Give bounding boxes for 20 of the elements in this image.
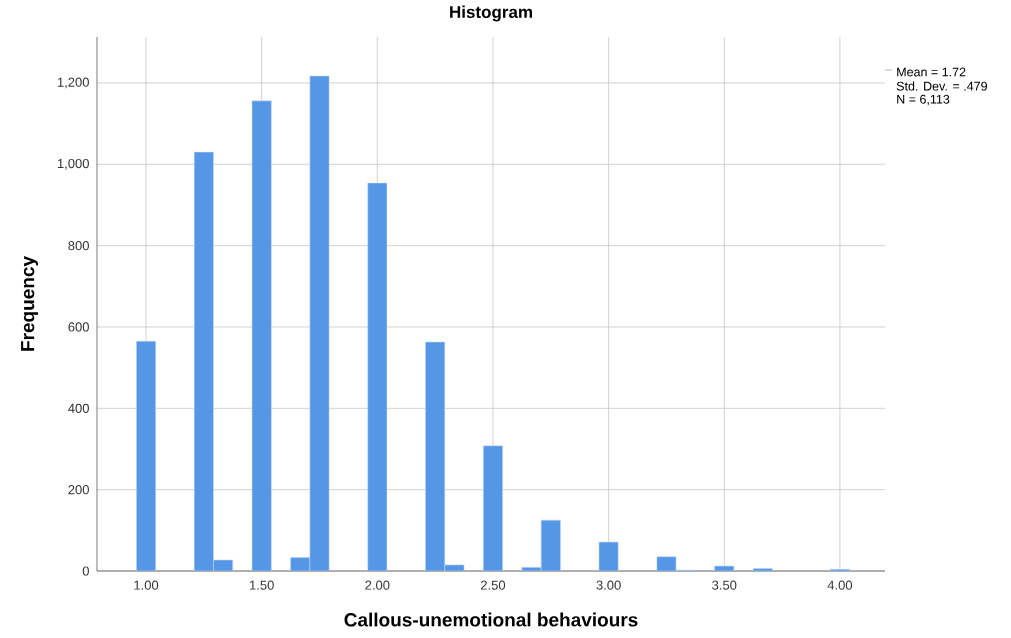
y-tick-label: 1,200 (57, 77, 89, 89)
y-tick-label: 600 (68, 322, 89, 332)
x-tick-label: 2.50 (480, 580, 506, 590)
x-tick-label: 3.00 (596, 580, 621, 590)
y-tick-label: 200 (68, 485, 89, 495)
text: N = 6,113 (897, 94, 950, 106)
x-tick-label: 1.00 (134, 580, 159, 590)
x-tick-label: 3.50 (712, 580, 737, 590)
text: Std. Dev. = .479 (896, 81, 987, 91)
y-tick-label: 800 (68, 241, 89, 251)
y-axis-title: Frequency (21, 256, 39, 351)
y-tick-label: 0 (82, 566, 89, 576)
text: Mean = 1.72 (897, 67, 966, 77)
x-axis-title: Callous-unemotional behaviours (344, 612, 638, 627)
chart-title: Histogram (450, 5, 532, 22)
x-tick-label: 4.00 (827, 580, 853, 590)
x-tick-label: 2.00 (365, 580, 390, 590)
x-tick-label: 1.50 (250, 580, 274, 590)
y-tick-label: 400 (68, 403, 89, 413)
y-tick-label: 1,000 (57, 158, 89, 170)
